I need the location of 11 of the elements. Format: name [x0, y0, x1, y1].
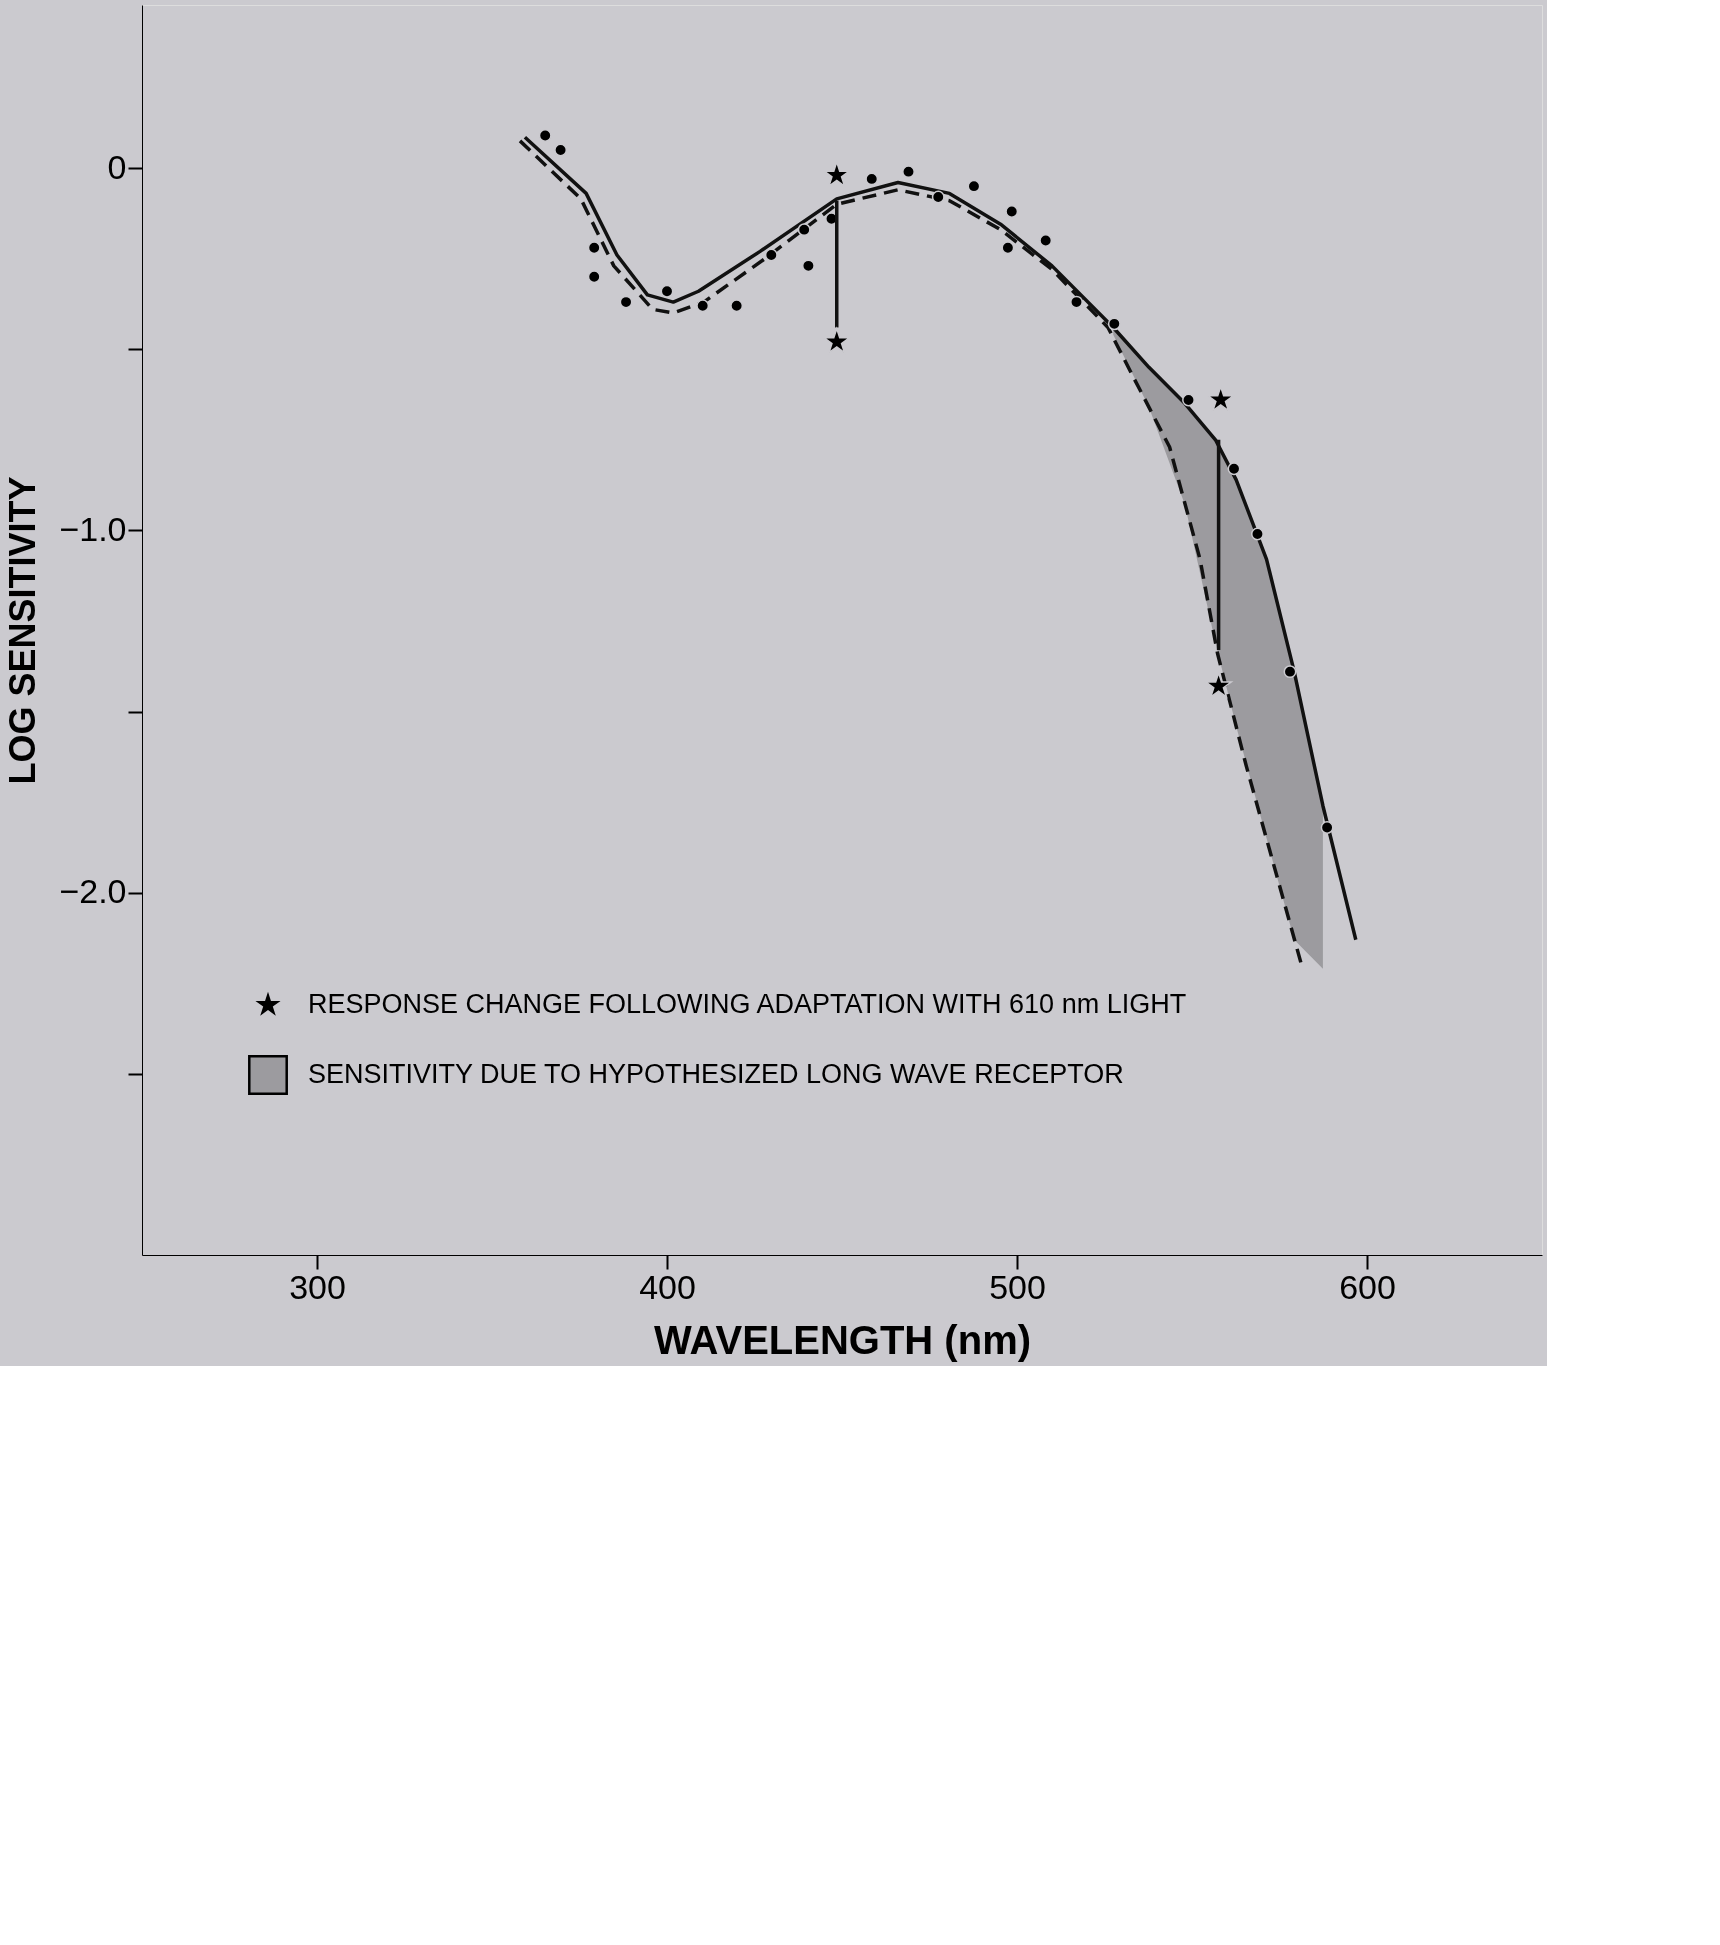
x-tick-label: 600	[1339, 1267, 1396, 1306]
x-tick-label: 500	[989, 1267, 1046, 1306]
y-axis-title: LOG SENSITIVITY	[2, 476, 44, 785]
x-tick-label: 300	[289, 1267, 346, 1306]
legend-label: SENSITIVITY DUE TO HYPOTHESIZED LONG WAVE RECEPTOR	[308, 1059, 1124, 1089]
x-axis-title: WAVELENGTH (nm)	[653, 1317, 1032, 1362]
x-tick-label: 400	[639, 1267, 696, 1306]
y-tick-label: −2.0	[59, 872, 127, 911]
y-tick-label: 0	[107, 147, 127, 186]
legend-label: RESPONSE CHANGE FOLLOWING ADAPTATION WITH 610 nm LIGHT	[308, 989, 1187, 1019]
y-tick-label: −1.0	[59, 509, 127, 548]
